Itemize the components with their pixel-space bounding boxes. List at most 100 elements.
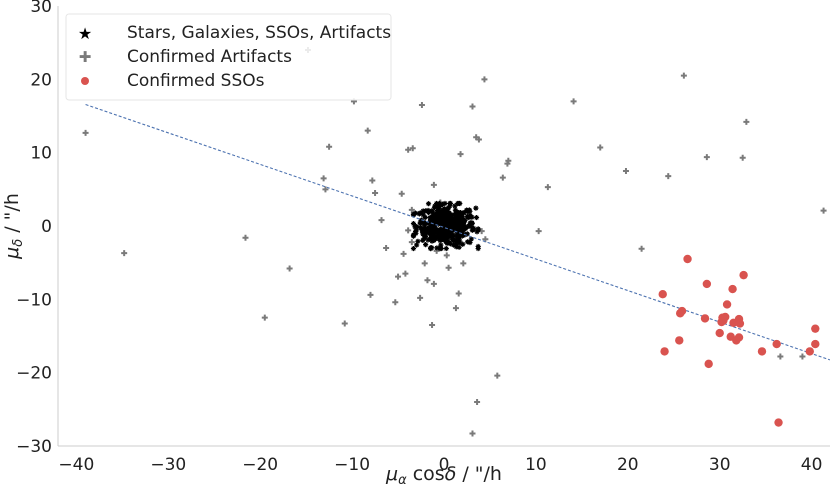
star-point [426, 230, 432, 237]
star-point [456, 226, 462, 233]
sso-point [722, 300, 732, 309]
star-point [450, 232, 456, 238]
artifact-point [799, 353, 806, 360]
star-point [430, 223, 436, 229]
star-point [426, 236, 433, 242]
artifact-point [417, 294, 424, 301]
star-point [458, 230, 465, 236]
star-point [431, 217, 437, 223]
star-point [450, 237, 456, 243]
legend-label-artifacts: Confirmed Artifacts [127, 47, 292, 67]
confirmed-ssos-series [658, 254, 820, 427]
star-point [424, 225, 430, 232]
artifact-point [505, 157, 512, 164]
artifact-point [378, 217, 385, 224]
sso-point [658, 290, 667, 299]
star-point [441, 231, 448, 238]
star-point [470, 226, 476, 233]
artifact-point [398, 190, 405, 197]
star-point [410, 211, 417, 217]
star-point [439, 229, 445, 235]
star-point [455, 220, 462, 226]
artifact-point [777, 353, 784, 360]
sso-point [805, 347, 814, 356]
axes [57, 6, 830, 447]
sso-point [715, 328, 724, 338]
star-point [445, 205, 451, 211]
star-point [439, 201, 446, 207]
sso-point [728, 284, 737, 294]
star-point [422, 231, 428, 238]
artifact-point [430, 280, 437, 287]
artifact-point [494, 372, 501, 379]
artifact-point [408, 206, 415, 213]
star-point [412, 210, 419, 216]
star-point [438, 212, 444, 218]
star-point [446, 216, 452, 222]
artifact-point [460, 260, 467, 267]
star-point [429, 238, 435, 244]
star-point [433, 200, 440, 207]
artifact-point [622, 168, 629, 174]
x-tick-label: 10 [525, 455, 547, 475]
artifact-point [739, 154, 746, 161]
star-point [450, 224, 457, 231]
artifact-point [341, 320, 348, 327]
artifact-point [409, 145, 416, 152]
star-point [457, 210, 463, 216]
artifact-point [469, 430, 476, 437]
sso-point [772, 339, 781, 349]
star-point [462, 225, 469, 232]
star-point [432, 215, 438, 221]
artifact-point [544, 184, 551, 191]
star-point [461, 218, 467, 225]
sso-point [700, 314, 710, 323]
artifact-point [499, 174, 506, 181]
artifact-point [372, 190, 379, 196]
star-point [456, 244, 462, 250]
star-point [456, 234, 462, 240]
star-point [453, 241, 459, 247]
star-point [454, 209, 460, 215]
star-point [417, 219, 423, 225]
sso-point [774, 418, 783, 427]
star-point [410, 245, 417, 252]
star-point [475, 245, 481, 252]
y-tick-label: −10 [16, 290, 52, 310]
star-point [441, 206, 447, 213]
star-point [412, 224, 418, 230]
artifact-point [430, 181, 437, 188]
star-point [449, 212, 455, 218]
sso-point [811, 339, 820, 349]
artifact-point [286, 265, 293, 272]
artifact-point [405, 227, 412, 234]
artifact-point [703, 154, 710, 161]
artifact-point [367, 291, 374, 298]
star-point [452, 227, 459, 233]
star-point [430, 212, 436, 219]
artifact-point [570, 98, 577, 105]
x-tick-label: −30 [150, 455, 186, 475]
star-point [420, 212, 426, 218]
star-point [434, 218, 440, 224]
sso-point [677, 306, 687, 316]
star-point [438, 221, 444, 227]
star-point [429, 245, 435, 251]
legend-box [65, 13, 392, 101]
star-point [449, 218, 456, 224]
star-point [419, 229, 426, 235]
sso-point [757, 347, 767, 356]
star-point [410, 233, 417, 239]
artifact-point [383, 245, 390, 251]
artifact-point [421, 260, 428, 267]
star-point [430, 236, 436, 242]
sso-point [811, 324, 820, 333]
star-point [428, 226, 434, 233]
sso-point [702, 279, 712, 289]
star-point [442, 200, 448, 207]
star-point [437, 208, 443, 214]
star-point [436, 201, 442, 207]
star-point [423, 242, 429, 248]
legend: ★ Stars, Galaxies, SSOs, Artifacts ✚ Con… [65, 13, 392, 101]
star-point [467, 239, 473, 246]
